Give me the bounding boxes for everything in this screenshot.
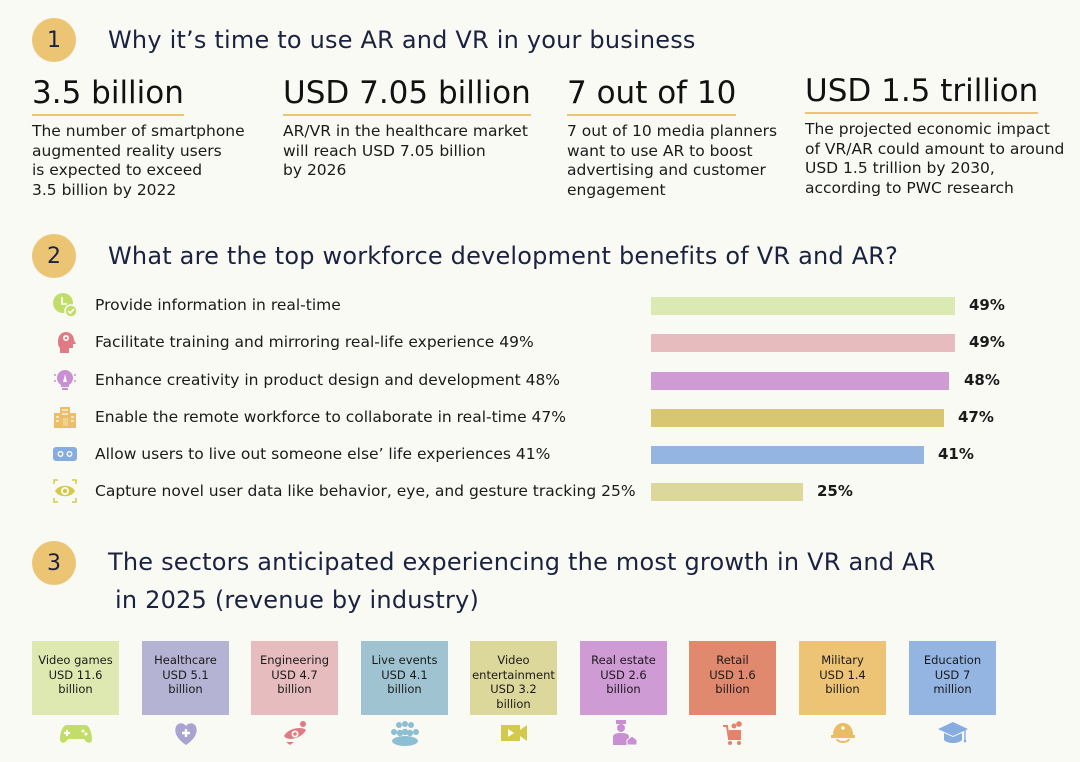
section-3-number: 3 <box>47 550 61 576</box>
heart-plus-icon <box>174 723 197 745</box>
sector-engineering: Engineering USD 4.7 billion <box>251 641 338 746</box>
remote-building-icon <box>54 407 76 428</box>
benefit-label: Capture novel user data like behavior, e… <box>95 482 636 500</box>
sector-live-events: Live events USD 4.1 billion <box>361 641 448 746</box>
stat-smartphone-ar-users: 3.5 billion The number of smartphone aug… <box>32 72 245 200</box>
graduation-cap-icon <box>937 722 968 743</box>
benefit-bar <box>651 446 924 464</box>
benefit-label: Facilitate training and mirroring real-l… <box>95 333 534 351</box>
benefit-value: 25% <box>817 482 853 500</box>
section-1-title: Why it’s time to use AR and VR in your b… <box>108 26 696 54</box>
stat-healthcare-market: USD 7.05 billion AR/VR in the healthcare… <box>283 72 531 181</box>
section-2-number: 2 <box>47 243 61 269</box>
sector-label: Video entertainment USD 3.2 billion <box>470 641 557 715</box>
sector-video-entertainment: Video entertainment USD 3.2 billion <box>470 641 557 746</box>
benefit-label: Enable the remote workforce to collabora… <box>95 408 567 426</box>
engineering-eye-icon <box>283 721 306 745</box>
benefit-label: Provide information in real-time <box>95 296 341 314</box>
section-2-number-badge: 2 <box>32 234 76 278</box>
benefit-bar <box>651 297 955 315</box>
sector-label: Real estate USD 2.6 billion <box>580 641 667 715</box>
sector-label: Live events USD 4.1 billion <box>361 641 448 715</box>
benefit-row-training: Facilitate training and mirroring real-l… <box>0 327 1080 357</box>
benefit-bar <box>651 409 944 427</box>
stat-value: USD 7.05 billion <box>283 72 531 116</box>
benefit-value: 49% <box>969 296 1005 314</box>
benefit-bar <box>651 372 949 390</box>
sector-label: Education USD 7 million <box>909 641 996 715</box>
vr-headset-icon <box>53 447 77 461</box>
benefit-row-life-experiences: Allow users to live out someone else’ li… <box>0 439 1080 469</box>
benefit-row-realtime-info: Provide information in real-time 49% <box>0 290 1080 320</box>
sector-label: Retail USD 1.6 billion <box>689 641 776 715</box>
sector-education: Education USD 7 million <box>909 641 996 746</box>
benefit-label: Enhance creativity in product design and… <box>95 371 561 389</box>
benefit-row-user-data: Capture novel user data like behavior, e… <box>0 476 1080 506</box>
sector-label: Engineering USD 4.7 billion <box>251 641 338 715</box>
sector-retail: Retail USD 1.6 billion <box>689 641 776 746</box>
sector-real-estate: Real estate USD 2.6 billion <box>580 641 667 746</box>
clock-check-icon <box>53 293 78 318</box>
sector-label: Military USD 1.4 billion <box>799 641 886 715</box>
sector-healthcare: Healthcare USD 5.1 billion <box>142 641 229 746</box>
stat-value: 7 out of 10 <box>567 72 737 116</box>
video-camera-icon <box>500 725 527 741</box>
sector-label: Healthcare USD 5.1 billion <box>142 641 229 715</box>
crowd-icon <box>390 721 419 746</box>
stat-media-planners: 7 out of 10 7 out of 10 media planners w… <box>567 72 777 200</box>
section-1-number-badge: 1 <box>32 18 76 62</box>
benefit-value: 47% <box>958 408 994 426</box>
benefit-value: 41% <box>938 445 974 463</box>
section-2-title: What are the top workforce development b… <box>108 242 899 270</box>
shopping-cart-icon <box>722 721 742 745</box>
stat-description: The projected economic impact of VR/AR c… <box>805 120 1065 197</box>
stat-economic-impact: USD 1.5 trillion The projected economic … <box>805 70 1064 198</box>
benefit-bar <box>651 334 955 352</box>
gamepad-icon <box>59 725 92 743</box>
head-gear-icon <box>58 332 76 353</box>
stat-description: The number of smartphone augmented reali… <box>32 122 245 199</box>
benefit-bar <box>651 483 803 501</box>
lightbulb-pencil-icon <box>54 370 76 390</box>
section-3-title-line2: in 2025 (revenue by industry) <box>115 586 480 614</box>
section-3-number-badge: 3 <box>32 541 76 585</box>
sector-video-games: Video games USD 11.6 billion <box>32 641 119 746</box>
eye-tracking-icon <box>53 479 77 503</box>
sector-label: Video games USD 11.6 billion <box>32 641 119 715</box>
benefit-row-remote-collaboration: Enable the remote workforce to collabora… <box>0 402 1080 432</box>
sector-military: Military USD 1.4 billion <box>799 641 886 746</box>
stat-value: 3.5 billion <box>32 72 184 116</box>
benefit-value: 48% <box>964 371 1000 389</box>
stat-description: 7 out of 10 media planners want to use A… <box>567 122 778 199</box>
section-1-number: 1 <box>47 27 61 53</box>
realtor-house-icon <box>612 720 637 746</box>
helmet-icon <box>830 723 855 743</box>
stat-value: USD 1.5 trillion <box>805 70 1039 114</box>
benefit-value: 49% <box>969 333 1005 351</box>
benefit-label: Allow users to live out someone else’ li… <box>95 445 551 463</box>
benefit-row-creativity: Enhance creativity in product design and… <box>0 365 1080 395</box>
stat-description: AR/VR in the healthcare market will reac… <box>283 122 528 179</box>
section-3-title-line1: The sectors anticipated experiencing the… <box>108 548 936 576</box>
